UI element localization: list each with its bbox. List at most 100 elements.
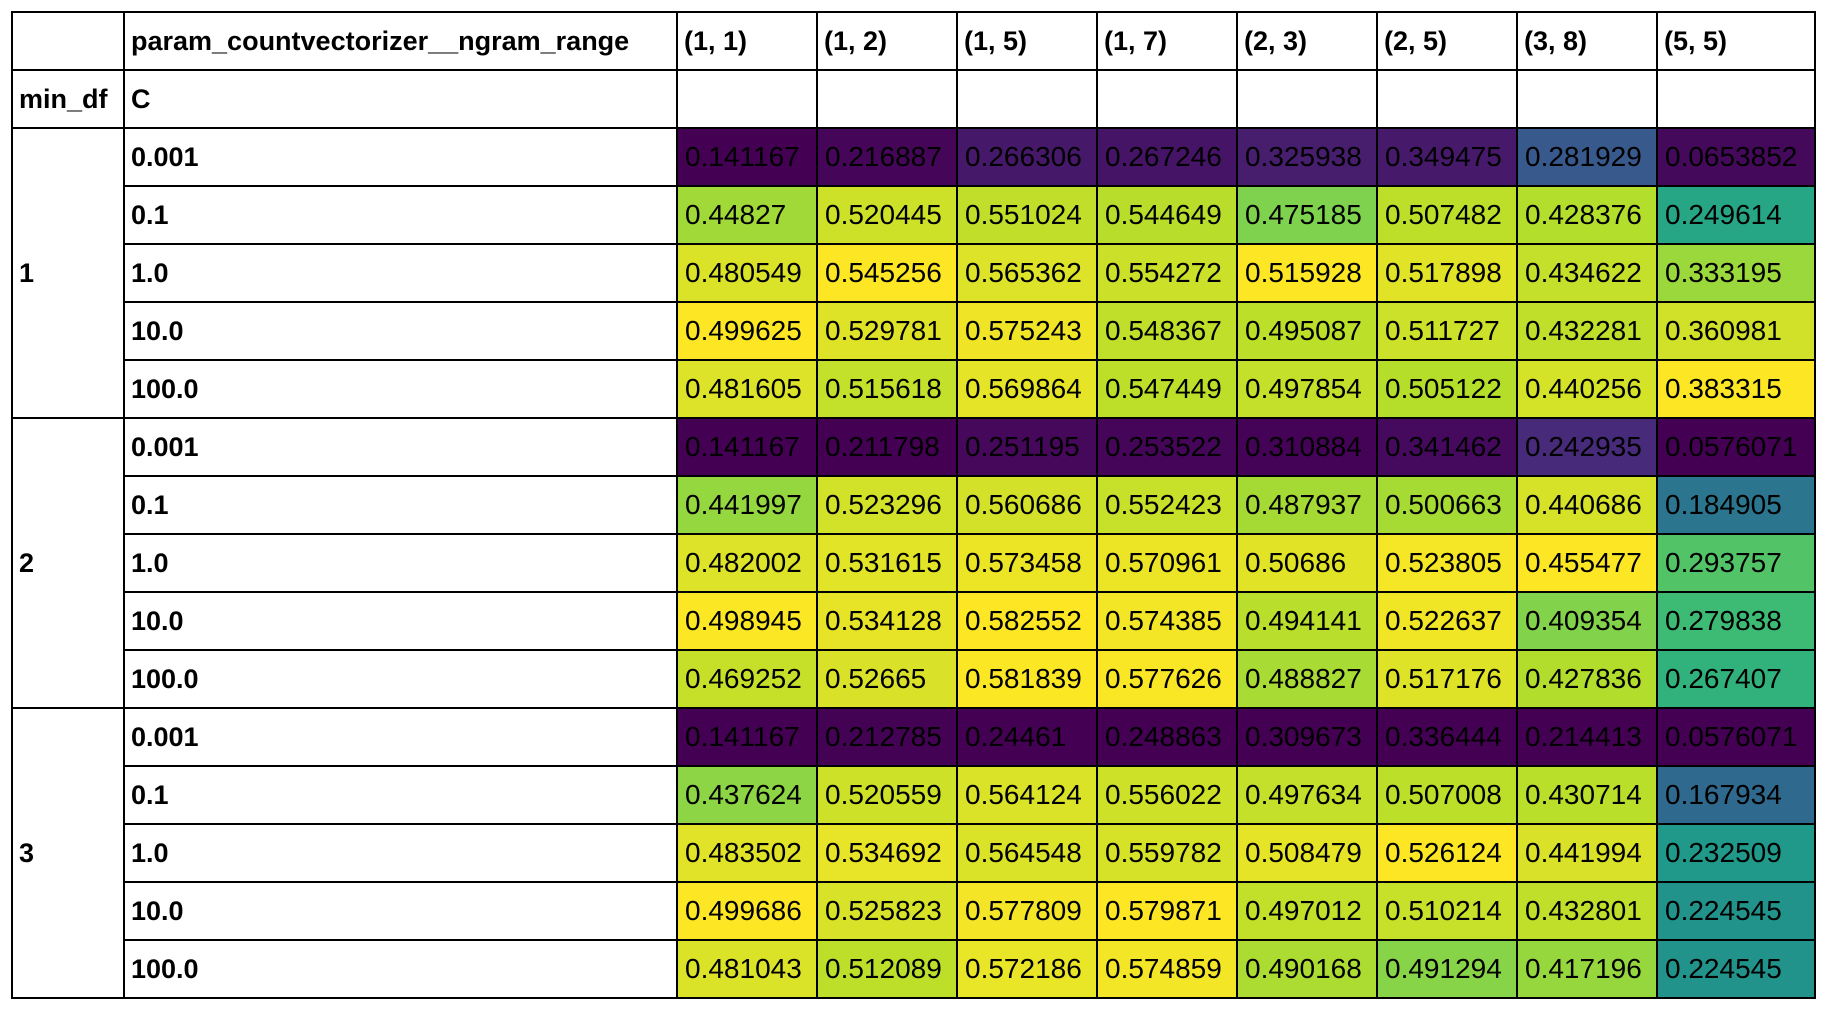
score-cell: 0.534128 — [816, 591, 958, 651]
empty-header-cell — [1376, 69, 1518, 129]
score-cell: 0.499625 — [676, 301, 818, 361]
empty-header-cell — [1516, 69, 1658, 129]
score-cell: 0.520559 — [816, 765, 958, 825]
score-cell: 0.253522 — [1096, 417, 1238, 477]
table-row: 0.1 0.44827 0.520445 0.551024 0.544649 0.4751… — [12, 185, 1816, 245]
score-cell: 0.560686 — [956, 475, 1098, 535]
score-cell: 0.341462 — [1376, 417, 1518, 477]
corner-header-cell — [11, 11, 125, 71]
score-cell: 0.515928 — [1236, 243, 1378, 303]
score-cell: 0.481043 — [676, 939, 818, 999]
score-cell: 0.441994 — [1516, 823, 1658, 883]
results-table: param_countvectorizer__ngram_range (1, 1… — [11, 11, 1816, 999]
index-name-min-df: min_df — [11, 69, 125, 129]
table-row: 0.1 0.441997 0.523296 0.560686 0.552423 0.487… — [12, 475, 1816, 535]
score-cell: 0.483502 — [676, 823, 818, 883]
score-cell: 0.500663 — [1376, 475, 1518, 535]
empty-header-cell — [676, 69, 818, 129]
score-cell: 0.507008 — [1376, 765, 1518, 825]
score-cell: 0.480549 — [676, 243, 818, 303]
score-cell: 0.498945 — [676, 591, 818, 651]
score-cell: 0.529781 — [816, 301, 958, 361]
empty-header-cell — [956, 69, 1098, 129]
score-cell: 0.434622 — [1516, 243, 1658, 303]
c-value-label: 10.0 — [123, 591, 678, 651]
table-row: 100.0 0.481043 0.512089 0.572186 0.574859 0.4… — [12, 939, 1816, 999]
empty-header-cell — [1656, 69, 1816, 129]
score-cell: 0.141167 — [676, 417, 818, 477]
empty-header-cell — [1236, 69, 1378, 129]
score-cell: 0.515618 — [816, 359, 958, 419]
score-cell: 0.214413 — [1516, 707, 1658, 767]
min-df-group-label: 1 — [11, 127, 125, 419]
score-cell: 0.581839 — [956, 649, 1098, 709]
score-cell: 0.565362 — [956, 243, 1098, 303]
score-cell: 0.469252 — [676, 649, 818, 709]
score-cell: 0.517176 — [1376, 649, 1518, 709]
score-cell: 0.499686 — [676, 881, 818, 941]
table-row: 2 0.001 0.141167 0.211798 0.251195 0.253522 0.… — [11, 417, 1816, 709]
score-cell: 0.574859 — [1096, 939, 1238, 999]
score-cell: 0.517898 — [1376, 243, 1518, 303]
score-cell: 0.495087 — [1236, 301, 1378, 361]
c-value-label: 100.0 — [123, 359, 678, 419]
score-cell: 0.556022 — [1096, 765, 1238, 825]
c-value-label: 1.0 — [123, 823, 678, 883]
score-cell: 0.522637 — [1376, 591, 1518, 651]
score-cell: 0.551024 — [956, 185, 1098, 245]
score-cell: 0.242935 — [1516, 417, 1658, 477]
score-cell: 0.554272 — [1096, 243, 1238, 303]
column-header: (1, 7) — [1096, 11, 1238, 71]
table-body: 1 0.001 0.141167 0.216887 0.266306 0.267246 0.… — [11, 127, 1816, 999]
score-cell: 0.437624 — [676, 765, 818, 825]
table-row: 10.0 0.498945 0.534128 0.582552 0.574385 0.49… — [12, 591, 1816, 651]
score-cell: 0.520445 — [816, 185, 958, 245]
score-cell: 0.573458 — [956, 533, 1098, 593]
score-cell: 0.0653852 — [1656, 127, 1816, 187]
score-cell: 0.482002 — [676, 533, 818, 593]
table-row: 1.0 0.482002 0.531615 0.573458 0.570961 0.506… — [12, 533, 1816, 593]
score-cell: 0.440256 — [1516, 359, 1658, 419]
c-value-label: 0.001 — [123, 707, 678, 767]
table-row: 3 0.001 0.141167 0.212785 0.24461 0.248863 0.3… — [11, 707, 1816, 999]
score-cell: 0.569864 — [956, 359, 1098, 419]
table-row: 1.0 0.480549 0.545256 0.565362 0.554272 0.515… — [12, 243, 1816, 303]
score-cell: 0.510214 — [1376, 881, 1518, 941]
score-cell: 0.490168 — [1236, 939, 1378, 999]
c-value-label: 0.1 — [123, 765, 678, 825]
score-cell: 0.575243 — [956, 301, 1098, 361]
score-cell: 0.267407 — [1656, 649, 1816, 709]
score-cell: 0.525823 — [816, 881, 958, 941]
score-cell: 0.545256 — [816, 243, 958, 303]
min-df-group-label: 3 — [11, 707, 125, 999]
empty-header-cell — [1096, 69, 1238, 129]
score-cell: 0.216887 — [816, 127, 958, 187]
score-cell: 0.232509 — [1656, 823, 1816, 883]
column-header: (5, 5) — [1656, 11, 1816, 71]
score-cell: 0.249614 — [1656, 185, 1816, 245]
score-cell: 0.523296 — [816, 475, 958, 535]
score-cell: 0.336444 — [1376, 707, 1518, 767]
score-cell: 0.349475 — [1376, 127, 1518, 187]
score-cell: 0.491294 — [1376, 939, 1518, 999]
score-cell: 0.582552 — [956, 591, 1098, 651]
score-cell: 0.488827 — [1236, 649, 1378, 709]
score-cell: 0.360981 — [1656, 301, 1816, 361]
score-cell: 0.251195 — [956, 417, 1098, 477]
c-value-label: 100.0 — [123, 939, 678, 999]
score-cell: 0.523805 — [1376, 533, 1518, 593]
score-cell: 0.266306 — [956, 127, 1098, 187]
score-cell: 0.570961 — [1096, 533, 1238, 593]
c-value-label: 1.0 — [123, 533, 678, 593]
score-cell: 0.512089 — [816, 939, 958, 999]
score-cell: 0.564548 — [956, 823, 1098, 883]
score-cell: 0.279838 — [1656, 591, 1816, 651]
score-cell: 0.409354 — [1516, 591, 1658, 651]
score-cell: 0.475185 — [1236, 185, 1378, 245]
score-cell: 0.497012 — [1236, 881, 1378, 941]
score-cell: 0.325938 — [1236, 127, 1378, 187]
score-cell: 0.281929 — [1516, 127, 1658, 187]
column-axis-label: param_countvectorizer__ngram_range — [123, 11, 678, 71]
empty-header-cell — [816, 69, 958, 129]
min-df-group-label: 2 — [11, 417, 125, 709]
